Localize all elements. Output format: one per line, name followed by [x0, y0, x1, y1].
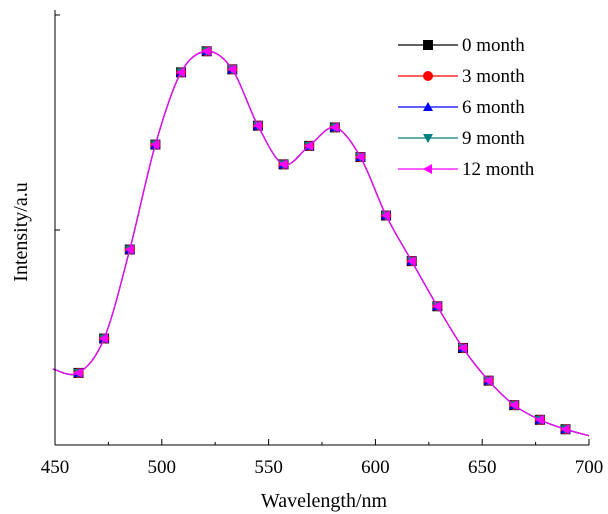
data-point	[227, 64, 237, 75]
data-point	[560, 424, 570, 435]
data-point	[99, 333, 109, 344]
legend-item: 9 month	[398, 128, 525, 149]
legend: 0 month 3 month 6 month 9 month 12 month	[398, 35, 535, 180]
legend-item: 6 month	[398, 97, 525, 118]
legend-label: 6 month	[462, 97, 525, 118]
series-line	[52, 50, 590, 437]
data-point	[201, 46, 211, 57]
x-tick-label: 450	[41, 457, 70, 478]
data-point	[483, 375, 493, 386]
legend-item: 12 month	[398, 159, 535, 180]
data-point	[406, 256, 416, 267]
data-point	[457, 342, 467, 353]
series-12-month	[52, 46, 590, 437]
data-point	[252, 120, 262, 131]
x-ticks: 450 500 550 600 650 700	[41, 439, 604, 478]
x-tick-label: 650	[468, 457, 497, 478]
data-point	[534, 414, 544, 425]
legend-marker	[423, 71, 433, 81]
x-tick-label: 700	[575, 457, 604, 478]
data-point	[509, 400, 519, 411]
data-point	[176, 67, 186, 78]
legend-marker	[423, 134, 433, 143]
legend-marker	[423, 40, 433, 50]
data-point	[73, 367, 83, 378]
legend-marker	[423, 102, 433, 111]
data-point	[381, 210, 391, 221]
x-tick-label: 500	[148, 457, 177, 478]
y-axis-title: Intensity/a.u	[10, 182, 32, 281]
y-ticks	[55, 14, 60, 446]
legend-label: 12 month	[462, 159, 535, 180]
data-point	[124, 244, 134, 255]
data-point	[432, 301, 442, 312]
legend-item: 0 month	[398, 35, 525, 56]
legend-marker	[423, 164, 432, 174]
legend-label: 0 month	[462, 35, 525, 56]
data-point	[304, 140, 314, 151]
legend-label: 9 month	[462, 128, 525, 149]
data-point	[329, 122, 339, 133]
data-point	[355, 152, 365, 163]
data-point	[150, 139, 160, 150]
legend-item: 3 month	[398, 66, 525, 87]
data-point	[278, 159, 288, 170]
x-tick-label: 550	[254, 457, 283, 478]
x-tick-label: 600	[361, 457, 390, 478]
legend-label: 3 month	[462, 66, 525, 87]
series-layer	[52, 46, 590, 437]
x-axis-title: Wavelength/nm	[261, 490, 388, 512]
